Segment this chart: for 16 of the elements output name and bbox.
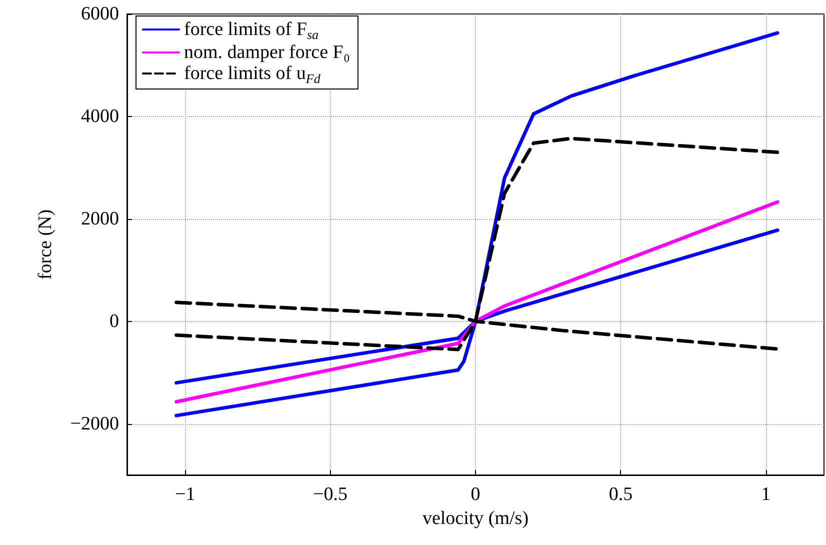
x-tick-label: −0.5 [313,484,348,505]
line-series [174,200,780,404]
y-tick-label: 2000 [81,208,119,230]
y-tick-label: 4000 [81,106,119,127]
x-tick-label: 0 [470,484,480,505]
y-tick-label: 6000 [81,4,119,24]
line-series [174,228,780,385]
x-tick-label: −1 [174,484,196,505]
line-series [174,136,780,352]
y-axis-title: force (N) [35,209,56,280]
x-tick-label: 0.5 [608,484,633,505]
y-tick-label: 0 [110,310,119,332]
legend-label: nom. damper force F₀ [184,42,350,63]
x-tick-label: 1 [761,484,771,505]
y-tick-label: −2000 [70,413,119,434]
x-axis-title: velocity (m/s) [422,508,529,529]
